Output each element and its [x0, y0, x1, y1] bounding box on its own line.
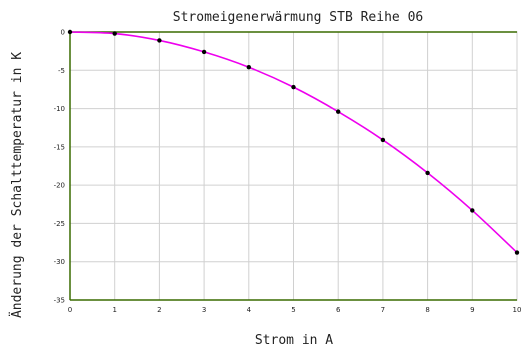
data-point	[157, 38, 162, 43]
data-point	[201, 49, 207, 55]
x-tick-label: 1	[112, 306, 116, 314]
data-point	[514, 250, 520, 255]
x-tick-label: 9	[470, 306, 474, 314]
data-point	[380, 137, 386, 143]
y-tick-label: 0	[61, 29, 65, 37]
y-tick-label: -25	[54, 220, 65, 228]
data-point	[470, 208, 475, 213]
x-tick-label: 3	[202, 306, 206, 314]
x-tick-label: 8	[425, 306, 429, 314]
y-tick-label: -30	[54, 258, 65, 266]
x-tick-label: 5	[291, 306, 295, 314]
data-point	[67, 29, 73, 35]
y-tick-label: -20	[54, 182, 65, 190]
y-axis-label: Änderung der Schalttemperatur in K	[9, 52, 25, 318]
series	[67, 29, 520, 255]
data-point	[336, 109, 341, 114]
x-tick-label: 4	[247, 306, 252, 314]
x-tick-label: 6	[336, 306, 341, 314]
x-axis-label: Strom in A	[255, 333, 333, 348]
data-point	[291, 84, 296, 90]
grid	[69, 31, 518, 301]
chart-title: Stromeigenerwärmung STB Reihe 06	[173, 10, 423, 25]
x-tick-label: 10	[513, 306, 522, 314]
y-tick-label: -35	[54, 297, 65, 305]
y-tick-label: -10	[54, 105, 65, 113]
data-point	[246, 65, 251, 70]
x-tick-label: 7	[381, 306, 385, 314]
y-tick-label: -5	[58, 67, 65, 75]
data-point	[425, 170, 430, 176]
x-tick-label: 2	[157, 306, 161, 314]
tick-labels: 0 1 2 3 4 5 6 7 8 9 10 0 -5 -10 -15 -20 -25 -30 -35	[54, 29, 522, 315]
axes	[69, 31, 517, 301]
x-tick-label: 0	[68, 306, 72, 314]
data-point	[112, 31, 117, 36]
y-tick-label: -15	[54, 143, 65, 151]
